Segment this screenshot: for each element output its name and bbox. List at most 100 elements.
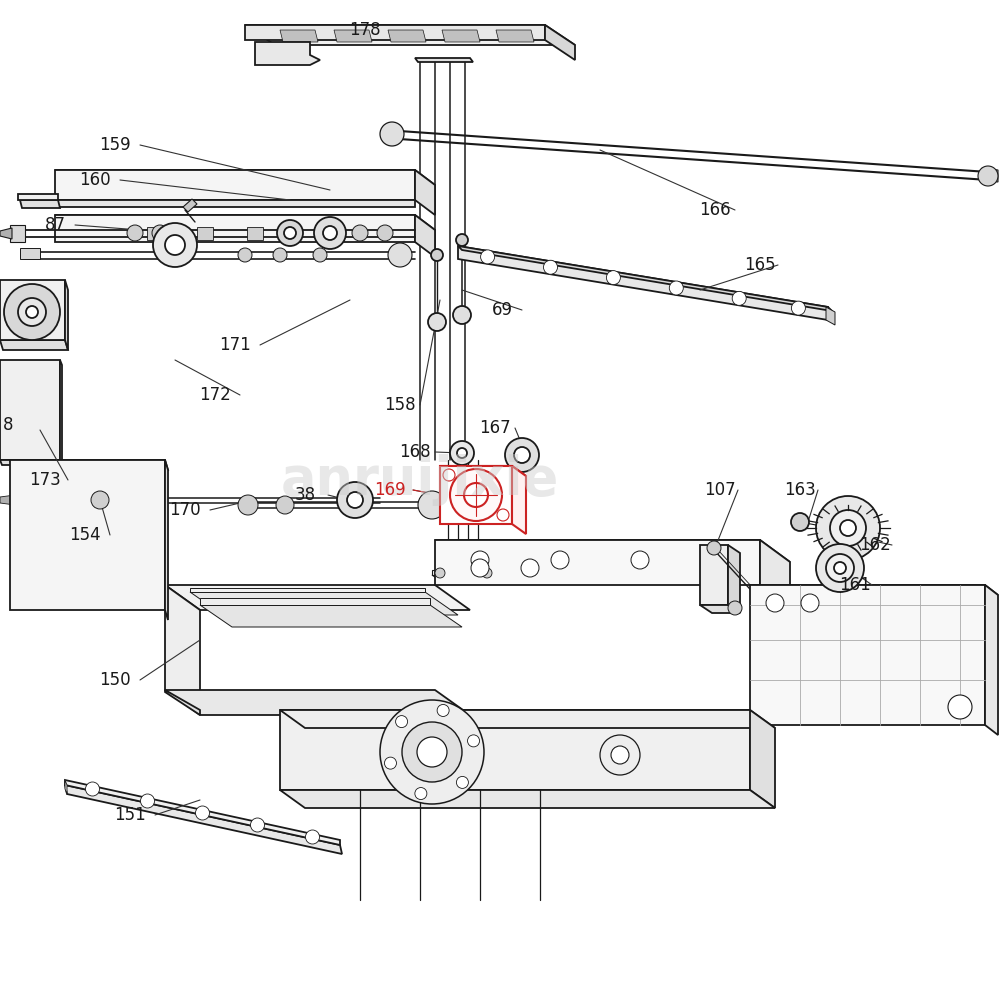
Polygon shape	[0, 460, 62, 465]
Text: 107: 107	[704, 481, 736, 499]
Polygon shape	[280, 30, 318, 42]
Circle shape	[238, 495, 258, 515]
Polygon shape	[415, 215, 435, 257]
Circle shape	[497, 509, 509, 521]
Polygon shape	[183, 199, 197, 212]
Circle shape	[521, 559, 539, 577]
Circle shape	[4, 284, 60, 340]
Circle shape	[481, 250, 495, 264]
Polygon shape	[458, 246, 828, 320]
Circle shape	[468, 735, 480, 747]
Polygon shape	[190, 588, 425, 592]
Text: 163: 163	[784, 481, 816, 499]
Circle shape	[816, 544, 864, 592]
Polygon shape	[432, 570, 495, 575]
Circle shape	[428, 313, 446, 331]
Text: 173: 173	[29, 471, 61, 489]
Text: 171: 171	[219, 336, 251, 354]
Circle shape	[26, 306, 38, 318]
Polygon shape	[982, 168, 998, 182]
Circle shape	[402, 722, 462, 782]
Circle shape	[456, 234, 468, 246]
Polygon shape	[165, 585, 470, 610]
Polygon shape	[432, 575, 505, 582]
Circle shape	[728, 601, 742, 615]
Polygon shape	[20, 248, 40, 259]
Polygon shape	[750, 710, 775, 808]
Polygon shape	[165, 690, 470, 715]
Polygon shape	[18, 194, 58, 200]
Circle shape	[396, 716, 408, 728]
Circle shape	[551, 551, 569, 569]
Circle shape	[505, 438, 539, 472]
Text: 154: 154	[69, 526, 101, 544]
Polygon shape	[55, 170, 415, 200]
Polygon shape	[55, 215, 435, 230]
Circle shape	[380, 122, 404, 146]
Circle shape	[450, 441, 474, 465]
Polygon shape	[245, 25, 545, 40]
Polygon shape	[55, 215, 415, 242]
Circle shape	[276, 496, 294, 514]
Polygon shape	[65, 280, 68, 350]
Text: 159: 159	[99, 136, 131, 154]
Text: 158: 158	[384, 396, 416, 414]
Polygon shape	[147, 227, 163, 240]
Circle shape	[606, 271, 620, 285]
Polygon shape	[700, 545, 728, 605]
Circle shape	[165, 235, 185, 255]
Circle shape	[766, 594, 784, 612]
Circle shape	[801, 594, 819, 612]
Text: 170: 170	[169, 501, 201, 519]
Circle shape	[834, 562, 846, 574]
Circle shape	[978, 166, 998, 186]
Polygon shape	[0, 340, 68, 350]
Circle shape	[273, 248, 287, 262]
Polygon shape	[65, 780, 67, 794]
Circle shape	[732, 291, 746, 305]
Polygon shape	[165, 585, 200, 710]
Polygon shape	[458, 246, 832, 311]
Polygon shape	[200, 605, 462, 627]
Circle shape	[352, 225, 368, 241]
Polygon shape	[700, 605, 740, 613]
Polygon shape	[334, 30, 372, 42]
Polygon shape	[750, 585, 985, 725]
Circle shape	[669, 281, 683, 295]
Circle shape	[388, 243, 412, 267]
Circle shape	[153, 223, 197, 267]
Polygon shape	[440, 466, 526, 476]
Circle shape	[791, 513, 809, 531]
Text: 165: 165	[744, 256, 776, 274]
Polygon shape	[435, 540, 790, 562]
Circle shape	[250, 818, 264, 832]
Circle shape	[152, 225, 168, 241]
Circle shape	[323, 226, 337, 240]
Circle shape	[141, 794, 155, 808]
Circle shape	[347, 492, 363, 508]
Text: 38: 38	[294, 486, 316, 504]
Text: 162: 162	[859, 536, 891, 554]
Polygon shape	[245, 25, 575, 45]
Circle shape	[631, 551, 649, 569]
Polygon shape	[280, 710, 750, 790]
Polygon shape	[415, 170, 435, 215]
Circle shape	[377, 225, 393, 241]
Text: 169: 169	[374, 481, 406, 499]
Polygon shape	[0, 360, 60, 460]
Circle shape	[457, 448, 467, 458]
Circle shape	[415, 788, 427, 800]
Polygon shape	[10, 225, 25, 242]
Circle shape	[435, 568, 445, 578]
Circle shape	[238, 248, 252, 262]
Text: 8: 8	[3, 416, 13, 434]
Polygon shape	[197, 227, 213, 240]
Polygon shape	[55, 200, 415, 207]
Circle shape	[380, 700, 484, 804]
Circle shape	[611, 746, 629, 764]
Polygon shape	[200, 598, 430, 605]
Circle shape	[384, 757, 396, 769]
Circle shape	[306, 830, 320, 844]
Text: 161: 161	[839, 576, 871, 594]
Text: 178: 178	[349, 21, 381, 39]
